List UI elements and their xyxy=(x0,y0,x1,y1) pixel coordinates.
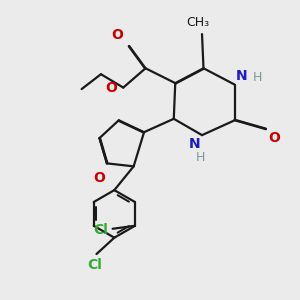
Text: CH₃: CH₃ xyxy=(186,16,209,29)
Text: H: H xyxy=(196,152,205,164)
Text: Cl: Cl xyxy=(93,223,108,237)
Text: N: N xyxy=(189,136,200,151)
Text: O: O xyxy=(268,131,280,145)
Text: N: N xyxy=(236,69,248,83)
Text: Cl: Cl xyxy=(88,258,103,272)
Text: H: H xyxy=(253,71,262,84)
Text: O: O xyxy=(94,171,105,185)
Text: O: O xyxy=(111,28,123,41)
Text: O: O xyxy=(105,81,117,94)
